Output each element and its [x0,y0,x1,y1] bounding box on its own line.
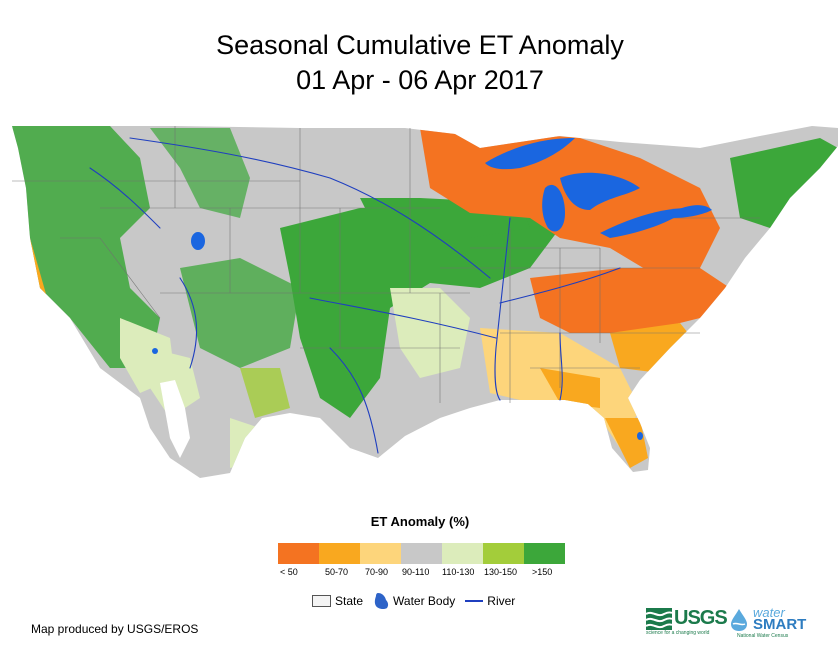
map-credit: Map produced by USGS/EROS [31,622,199,636]
usgs-wordmark: USGS [674,607,728,629]
legend-label: 130-150 [484,567,518,577]
legend-label: >150 [532,567,553,577]
map-date-range: 01 Apr - 06 Apr 2017 [296,65,544,95]
legend-label: < 50 [280,567,298,577]
legend-color-bar [278,543,565,564]
usgs-logo: USGS science for a changing world [646,607,728,638]
key-river: River [465,594,515,608]
legend-labels: < 50 50-70 70-90 90-110 110-130 130-150 … [270,567,570,581]
watersmart-water-text: water [753,605,785,620]
watersmart-smart-text: SMART [753,616,807,633]
water-drop-icon [731,609,747,631]
usgs-tagline: science for a changing world [646,630,710,636]
legend-swatch [401,543,442,564]
legend-swatch [360,543,401,564]
water-body-icon [374,593,389,610]
legend-label: 70-90 [365,567,389,577]
watersmart-logo: water SMART National Water Census [729,605,824,640]
legend-swatch [278,543,319,564]
legend-swatch [524,543,565,564]
legend-label: 90-110 [402,567,430,577]
legend-swatch [442,543,483,564]
key-state: State [312,594,363,608]
usgs-wave-icon [646,608,672,630]
watersmart-tagline: National Water Census [737,633,789,639]
legend-swatch [319,543,360,564]
key-water-body-label: Water Body [393,594,456,608]
legend-swatch [483,543,524,564]
legend-title: ET Anomaly (%) [370,514,470,529]
state-outline-icon [312,595,331,607]
key-river-label: River [487,594,516,608]
key-state-label: State [335,594,364,608]
legend-label: 110-130 [442,567,475,577]
legend-label: 50-70 [325,567,349,577]
map-symbol-key: State Water Body River [312,592,525,610]
river-line-icon [465,600,484,602]
key-water-body: Water Body [373,592,455,610]
map-title: Seasonal Cumulative ET Anomaly [216,30,624,60]
et-anomaly-map [12,126,838,478]
